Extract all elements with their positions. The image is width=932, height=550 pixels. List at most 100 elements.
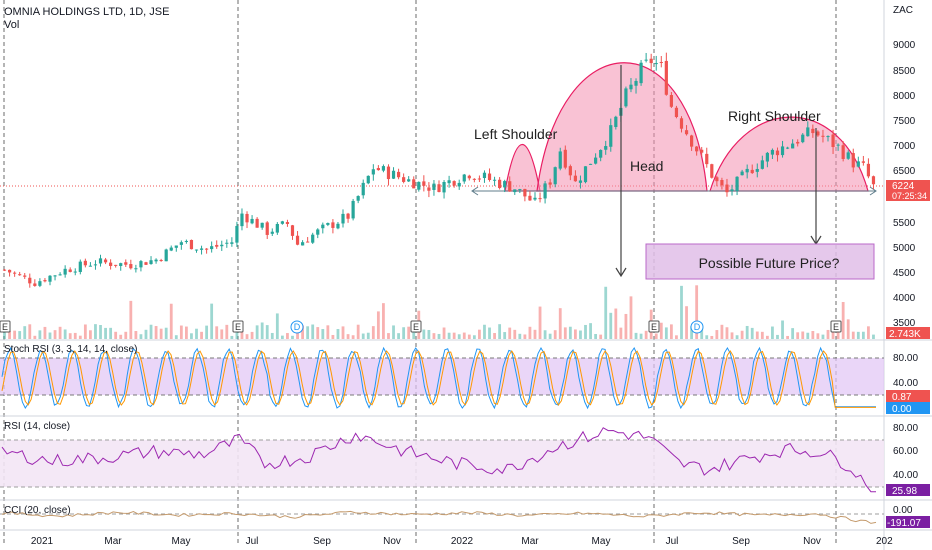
candle (578, 175, 583, 189)
volume-bar (523, 334, 527, 339)
candle (700, 146, 704, 157)
candle (604, 140, 608, 155)
time-tick: Nov (383, 536, 401, 547)
rsi-tick: 60.00 (893, 446, 918, 457)
last-price-badge (886, 180, 930, 201)
candle (609, 118, 613, 152)
candle (179, 240, 183, 250)
candle (240, 208, 244, 231)
candle (83, 258, 87, 268)
volume-bar (811, 331, 815, 339)
last-price-value: 6224 (892, 181, 915, 192)
candle (508, 176, 512, 192)
volume-bar (286, 333, 289, 339)
volume-bar (68, 333, 72, 339)
volume-bar (816, 333, 820, 339)
candle (806, 121, 810, 137)
time-axis[interactable]: 2021 Mar May Jul Sep Nov 2022 Mar May Jul Sep Nov 20… (31, 536, 893, 547)
candle (341, 209, 345, 228)
volume-bar (680, 285, 683, 339)
earnings-marker-3: E (410, 320, 422, 333)
candle (831, 129, 835, 155)
volume-bar (366, 332, 370, 339)
volume-bar (260, 322, 264, 339)
event-markers[interactable]: E E D E E D E (0, 320, 842, 334)
candle (321, 222, 325, 234)
candle (422, 175, 426, 192)
candle (644, 52, 648, 63)
volume-bar (407, 326, 411, 339)
candle (442, 180, 446, 199)
volume-bar (629, 296, 633, 339)
svg-text:D: D (294, 322, 301, 332)
volume-bar (715, 330, 719, 339)
volume-bar (129, 300, 133, 339)
volume-bar (23, 326, 27, 339)
candle (351, 198, 355, 221)
candle (366, 175, 370, 185)
candle (513, 189, 517, 195)
future-price-box (645, 243, 875, 280)
volume-bar (584, 324, 587, 339)
volume-bar (280, 335, 284, 339)
price-axis[interactable]: ZAC 9000 8500 8000 7500 7000 6500 5500 5… (893, 5, 916, 329)
volume-bar (841, 302, 845, 339)
candle (184, 239, 188, 244)
candle (210, 241, 214, 253)
candle (280, 220, 284, 225)
candle (28, 273, 32, 288)
volume-bar (376, 311, 380, 339)
volume-bar (53, 330, 57, 339)
dividend-marker-2: D (690, 320, 704, 334)
candle (518, 188, 522, 194)
candle (306, 237, 310, 243)
candle (78, 259, 82, 275)
volume-bar (43, 326, 47, 339)
volume-bar (528, 326, 532, 339)
price-tick: 7500 (893, 116, 916, 127)
candle (791, 139, 795, 149)
price-tick: 9000 (893, 40, 916, 51)
candle (796, 139, 800, 147)
stoch-axis[interactable]: 80.00 40.00 (893, 353, 918, 389)
candle (614, 115, 618, 130)
volume-bar (179, 325, 183, 339)
stoch-d-line (1, 350, 876, 408)
volume-bar (58, 326, 62, 339)
candle (669, 92, 673, 108)
volume-bar (771, 326, 774, 339)
rsi-axis[interactable]: 80.00 60.00 40.00 (893, 423, 918, 481)
volume-bar (270, 332, 274, 339)
volume-bar (750, 327, 754, 339)
time-tick: Mar (104, 536, 122, 547)
candle (639, 59, 643, 86)
candle (492, 176, 497, 186)
candle (715, 176, 719, 187)
candle (376, 165, 380, 171)
candle (109, 259, 113, 270)
target-arrows (615, 65, 822, 278)
volume-bar (134, 330, 138, 339)
candle (88, 262, 93, 267)
candle (528, 191, 532, 201)
candle (311, 232, 315, 244)
volume-bar (200, 331, 203, 339)
volume-bar (599, 334, 603, 339)
volume-bar (452, 332, 456, 339)
candle (826, 135, 830, 142)
candle (447, 175, 451, 188)
volume-bar (533, 329, 537, 339)
volume-bar (230, 335, 234, 339)
stoch-k-value: 0.87 (892, 392, 912, 403)
volume-bar (114, 331, 118, 339)
candle (73, 268, 77, 276)
volume-bar (210, 303, 214, 339)
volume-bar (760, 331, 764, 339)
volume-bar (690, 326, 694, 339)
volume-bar (331, 334, 335, 339)
candle (53, 275, 57, 281)
stoch-tick: 80.00 (893, 353, 918, 364)
volume-bar (432, 333, 436, 339)
future-price-label: Possible Future Price? (699, 255, 840, 271)
